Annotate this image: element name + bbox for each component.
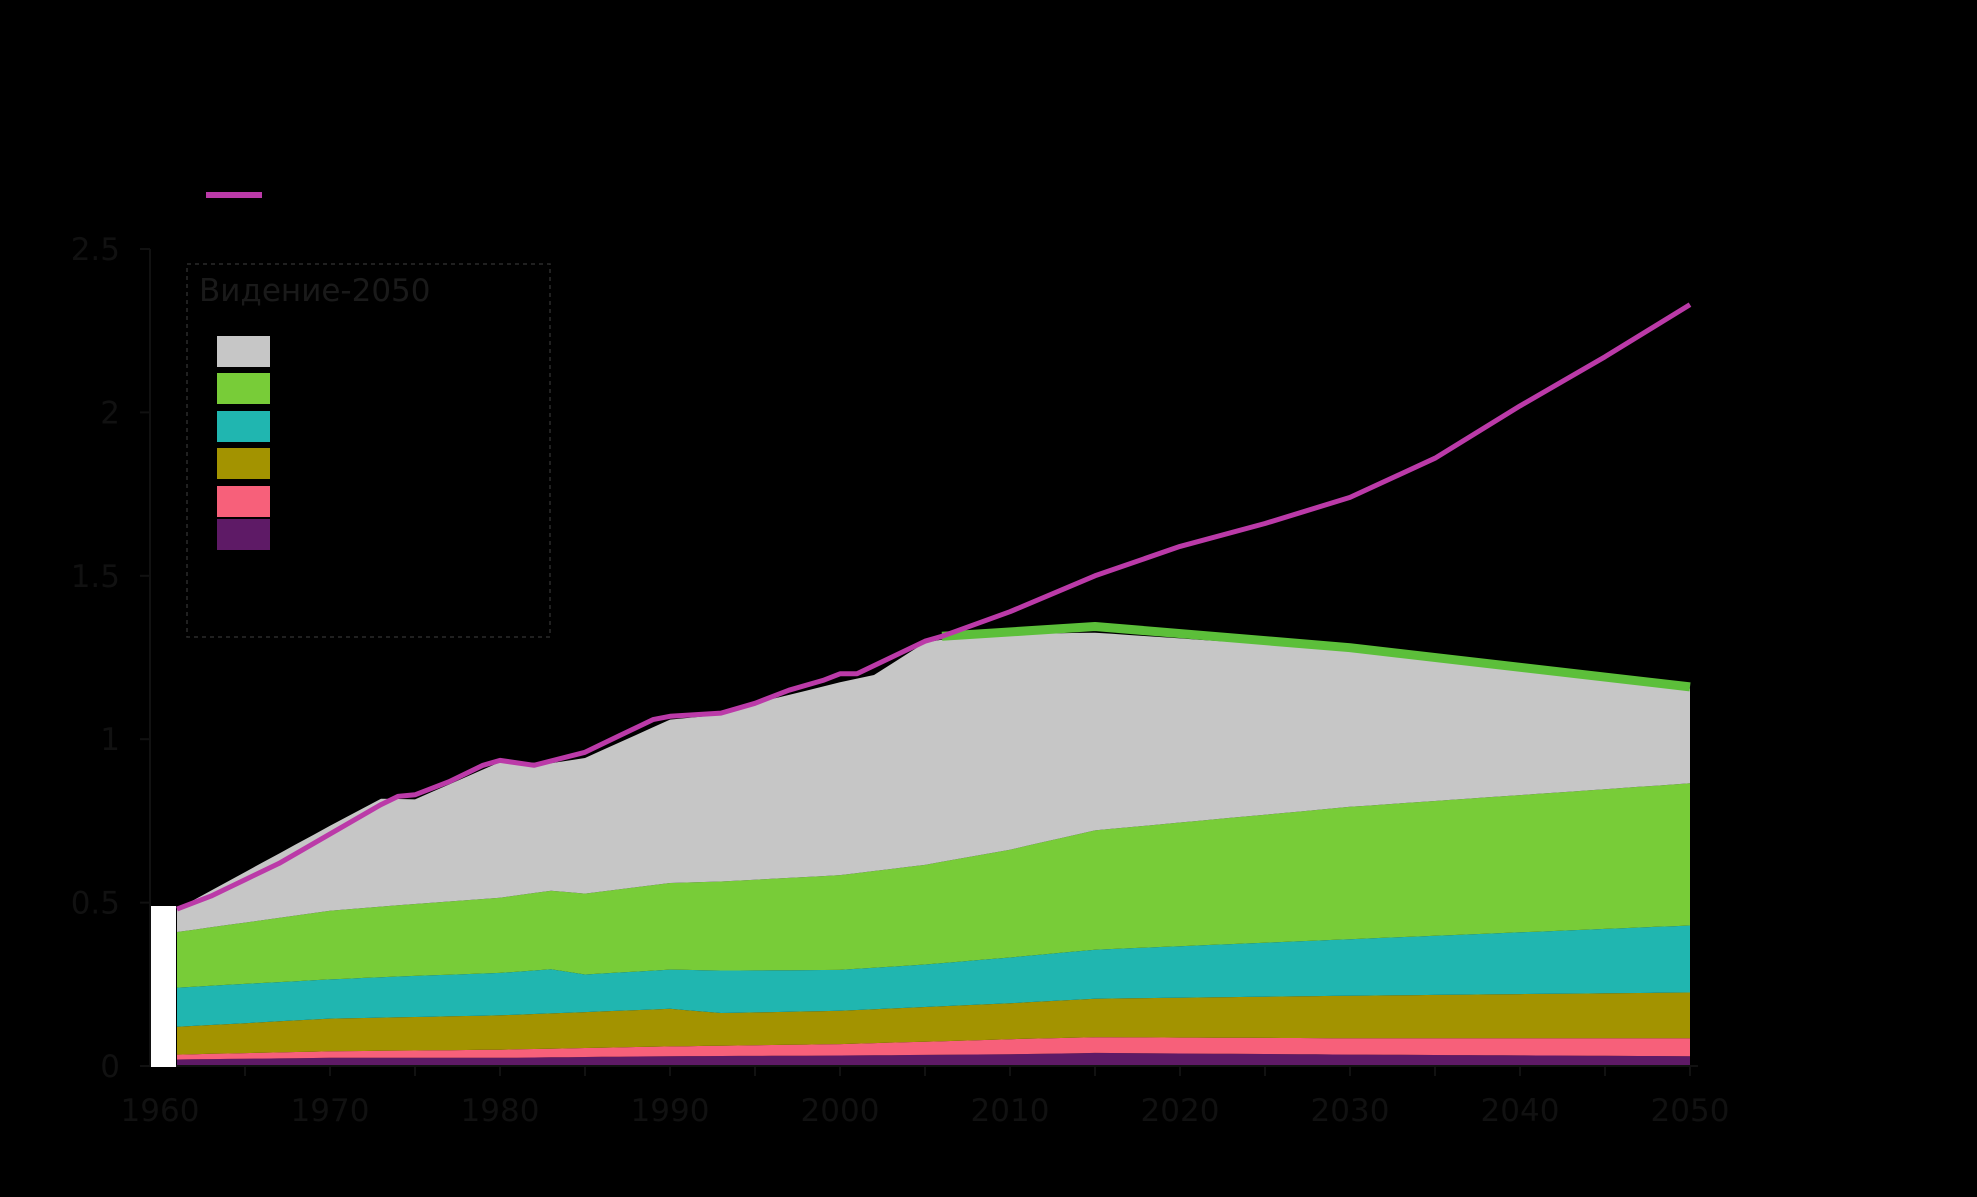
legend-swatch [217,373,270,404]
series-line-green-band [941,622,1691,692]
y-tick-label: 2.5 [71,232,120,268]
legend-swatch [217,448,270,479]
x-tick-label: 2000 [801,1093,880,1129]
y-tick-label: 2 [100,395,120,431]
x-tick-label: 2040 [1481,1093,1560,1129]
x-tick-label: 2010 [971,1093,1050,1129]
legend-title: Видение-2050 [199,273,431,309]
x-tick-label: 2020 [1141,1093,1220,1129]
y-tick-label: 1.5 [71,559,120,595]
axes: 0 0.5 1 1.5 2 2.5 1960 1970 1980 1990 2000 2010 2020… [71,232,1730,1129]
legend-swatch [217,336,270,367]
x-tick-label: 1970 [291,1093,370,1129]
x-tick-label: 1990 [631,1093,710,1129]
legend-swatch [217,486,270,517]
y-tick-label: 1 [100,722,120,758]
area-s4 [177,992,1690,1055]
y-tick-label: 0 [100,1049,120,1085]
series-lines [176,302,1692,912]
area-s1 [177,632,1690,932]
area-s5 [177,1037,1690,1060]
x-tick-label: 2050 [1651,1093,1730,1129]
stacked-areas [177,632,1690,1066]
legend: Видение-2050 [186,263,551,638]
legend-swatch [217,519,270,550]
x-tick-label: 1960 [121,1093,200,1129]
area-s2 [177,783,1690,988]
area-s3 [177,925,1690,1027]
series-line-total [176,302,1692,912]
x-tick-label: 2030 [1311,1093,1390,1129]
area-s6 [177,1052,1690,1066]
y-tick-label: 0.5 [71,886,120,922]
legend-swatch [217,411,270,442]
x-tick-label: 1980 [461,1093,540,1129]
white-marker-box [151,906,176,1067]
